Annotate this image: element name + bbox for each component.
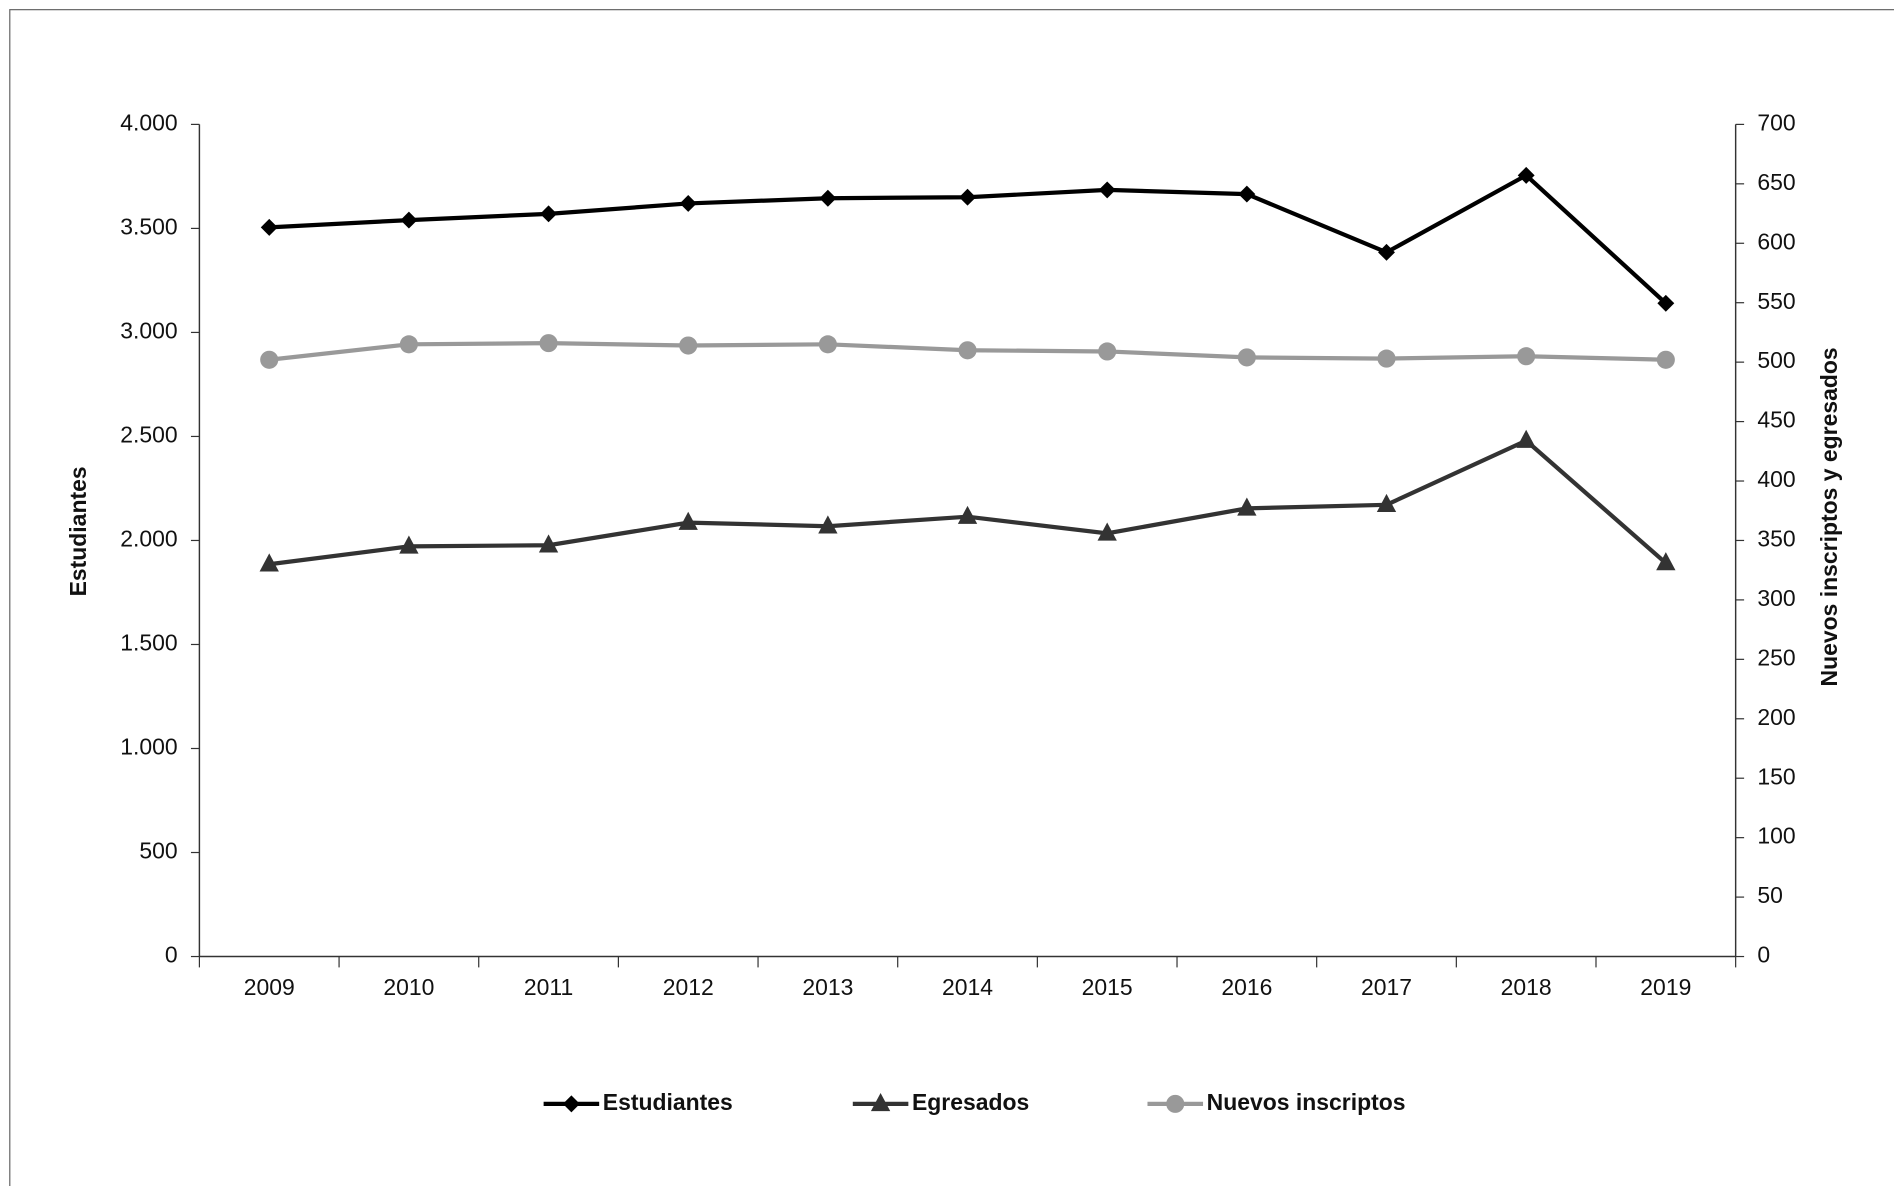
legend-marker: [562, 1095, 580, 1113]
data-point: [679, 194, 697, 212]
x-tick-label: 2018: [1501, 974, 1552, 1000]
y2-tick-label: 150: [1757, 763, 1795, 789]
data-point: [818, 515, 838, 534]
series-line: [268, 438, 1668, 567]
y-tick-label: 1.000: [120, 734, 177, 760]
y-tick-label: 500: [139, 838, 177, 864]
x-tick-label: 2013: [802, 974, 853, 1000]
data-point: [1238, 185, 1256, 203]
data-point: [1656, 350, 1675, 369]
y2-tick-label: 700: [1757, 109, 1795, 135]
x-tick-label: 2009: [244, 974, 295, 1000]
data-point: [1516, 429, 1536, 448]
y2-tick-label: 0: [1757, 942, 1770, 968]
x-tick-label: 2019: [1640, 974, 1691, 1000]
y2-axis-title: Nuevos inscriptos y egresados: [1816, 347, 1842, 686]
y2-tick-label: 300: [1757, 585, 1795, 611]
data-point: [959, 188, 976, 206]
data-point: [1656, 552, 1676, 571]
data-point: [539, 334, 558, 353]
x-tick-label: 2014: [942, 974, 993, 1000]
y-tick-label: 2.000: [120, 526, 177, 552]
data-point: [1098, 181, 1116, 199]
y-tick-label: 2.500: [120, 422, 177, 448]
data-point: [399, 335, 418, 354]
data-point: [1378, 243, 1395, 261]
data-point: [818, 335, 837, 354]
data-point: [1376, 493, 1397, 513]
y2-tick-label: 200: [1757, 704, 1795, 730]
x-tick-label: 2010: [383, 974, 434, 1000]
data-point: [540, 205, 558, 223]
y2-tick-label: 400: [1757, 466, 1795, 492]
data-point: [1097, 522, 1117, 541]
legend-label: Nuevos inscriptos: [1207, 1089, 1406, 1115]
legend-marker: [870, 1093, 891, 1112]
y2-tick-label: 650: [1757, 169, 1795, 195]
y-tick-label: 4.000: [120, 109, 177, 135]
data-point: [679, 336, 698, 355]
data-point: [538, 534, 559, 553]
legend-label: Egresados: [912, 1089, 1029, 1115]
data-point: [260, 350, 279, 369]
data-point: [260, 218, 278, 236]
data-point: [1237, 348, 1256, 367]
legend-label: Estudiantes: [603, 1089, 733, 1115]
y2-tick-label: 350: [1757, 526, 1795, 552]
y-tick-label: 3.000: [120, 317, 177, 343]
y-tick-label: 1.500: [120, 630, 177, 656]
data-point: [399, 535, 419, 554]
data-point: [819, 189, 837, 207]
y2-tick-label: 250: [1757, 644, 1795, 670]
data-point: [958, 341, 977, 360]
y2-tick-label: 100: [1757, 823, 1795, 849]
data-point: [1237, 497, 1257, 516]
y-axis-title: Estudiantes: [65, 466, 91, 596]
x-tick-label: 2015: [1082, 974, 1133, 1000]
y2-tick-label: 600: [1757, 228, 1795, 254]
y-tick-label: 0: [165, 942, 178, 968]
data-point: [1098, 342, 1117, 361]
y2-tick-label: 550: [1757, 288, 1795, 314]
y2-tick-label: 500: [1757, 347, 1795, 373]
data-point: [1377, 349, 1396, 368]
y-tick-label: 3.500: [120, 213, 177, 239]
data-point: [1517, 166, 1535, 184]
x-tick-label: 2016: [1221, 974, 1272, 1000]
data-point: [1657, 294, 1675, 312]
y2-tick-label: 50: [1757, 882, 1783, 908]
legend-marker: [1166, 1094, 1185, 1113]
x-tick-label: 2012: [663, 974, 714, 1000]
x-tick-label: 2011: [524, 974, 573, 1000]
chart-border: [9, 9, 1894, 1186]
data-point: [400, 211, 418, 229]
x-tick-label: 2017: [1361, 974, 1412, 1000]
data-point: [678, 511, 698, 530]
data-point: [1517, 347, 1536, 366]
y2-tick-label: 450: [1757, 407, 1795, 433]
data-point: [957, 505, 978, 524]
data-point: [259, 553, 279, 572]
